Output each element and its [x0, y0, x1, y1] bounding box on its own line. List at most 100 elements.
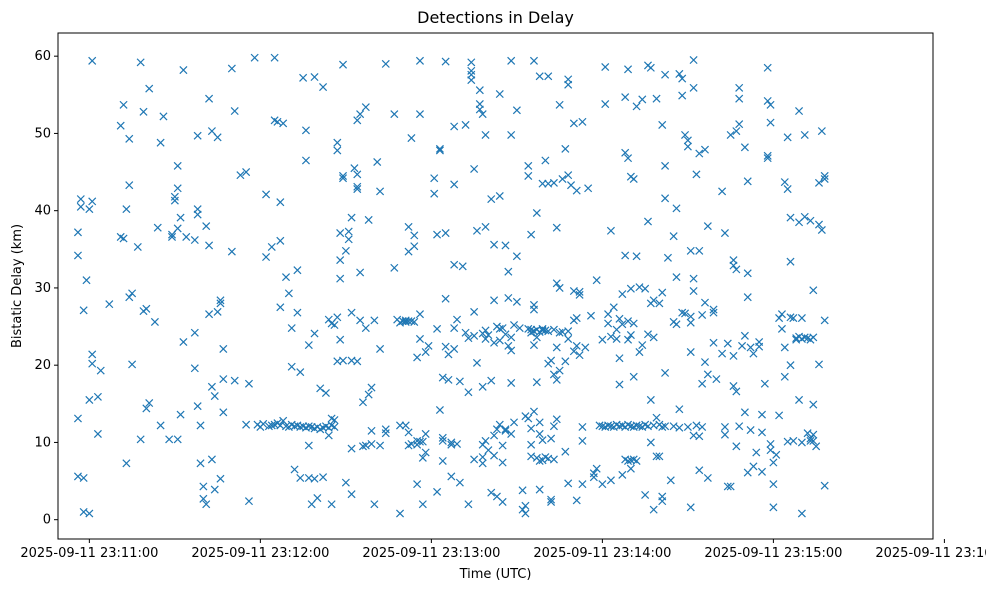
data-point: [415, 56, 424, 65]
data-point: [749, 349, 758, 358]
data-point: [472, 226, 481, 235]
data-point: [672, 204, 681, 213]
data-point: [507, 346, 516, 355]
data-point: [766, 100, 775, 109]
data-point: [740, 143, 749, 152]
data-point: [96, 366, 105, 375]
data-point: [501, 425, 510, 434]
data-point: [652, 452, 661, 461]
data-point: [757, 410, 767, 419]
data-point: [481, 334, 490, 343]
data-point: [79, 507, 88, 516]
data-point: [504, 293, 513, 302]
data-point: [193, 131, 202, 140]
data-point: [814, 178, 824, 187]
data-point: [624, 317, 633, 326]
data-point: [800, 130, 809, 139]
data-point: [205, 241, 214, 250]
data-point: [752, 448, 761, 457]
data-point: [512, 252, 521, 261]
data-point: [421, 348, 430, 357]
data-point: [304, 441, 313, 450]
data-point: [538, 436, 547, 445]
data-point: [777, 310, 786, 319]
data-point: [743, 177, 752, 186]
data-point: [552, 343, 561, 352]
data-point: [529, 305, 539, 314]
data-point: [555, 328, 564, 337]
data-point: [413, 353, 422, 362]
data-point: [649, 296, 658, 305]
data-point: [709, 305, 718, 314]
data-point: [723, 339, 732, 348]
data-point: [578, 422, 587, 432]
data-point: [490, 451, 499, 460]
data-point: [681, 130, 690, 139]
data-point: [760, 379, 769, 388]
data-point: [606, 226, 615, 235]
data-point: [524, 324, 533, 333]
data-point: [433, 324, 442, 333]
data-point: [435, 144, 444, 153]
data-point: [301, 126, 310, 135]
data-point: [207, 455, 216, 464]
data-point: [512, 297, 521, 306]
data-point: [227, 64, 236, 73]
data-point: [527, 230, 536, 239]
data-points: [73, 53, 829, 518]
data-point: [518, 486, 527, 495]
data-point: [735, 94, 744, 103]
data-point: [646, 395, 655, 404]
data-point: [438, 436, 447, 445]
data-point: [76, 195, 85, 204]
data-point: [527, 440, 536, 449]
data-point: [692, 421, 701, 430]
data-point: [683, 142, 692, 151]
data-point: [555, 366, 564, 375]
data-point: [780, 343, 789, 352]
data-point: [481, 222, 490, 231]
data-point: [532, 333, 541, 342]
data-point: [347, 490, 356, 499]
data-point: [618, 320, 627, 329]
data-point: [418, 500, 427, 509]
data-point: [467, 58, 476, 67]
data-point: [435, 146, 444, 155]
data-point: [347, 308, 356, 317]
data-point: [512, 106, 521, 115]
data-point: [276, 198, 285, 207]
data-point: [398, 317, 407, 326]
data-point: [438, 433, 447, 442]
data-point: [632, 456, 641, 465]
data-point: [216, 474, 225, 483]
data-point: [678, 308, 687, 317]
data-point: [689, 274, 698, 283]
data-point: [244, 379, 253, 388]
data-point: [624, 154, 633, 163]
data-point: [441, 229, 450, 238]
data-point: [552, 223, 561, 232]
data-point: [510, 418, 519, 427]
y-tick-label: 10: [34, 435, 51, 450]
data-point: [621, 148, 630, 157]
data-point: [809, 286, 818, 295]
data-point: [236, 171, 245, 180]
data-point: [763, 96, 772, 106]
data-point: [689, 56, 698, 65]
data-point: [735, 422, 744, 431]
data-point: [390, 263, 399, 272]
data-point: [643, 217, 653, 226]
data-point: [361, 324, 370, 333]
data-point: [73, 251, 82, 260]
data-point: [663, 253, 672, 262]
data-point: [552, 375, 561, 384]
data-point: [304, 341, 313, 350]
data-point: [504, 341, 513, 350]
data-point: [720, 229, 729, 238]
data-point: [498, 458, 507, 467]
data-point: [529, 407, 539, 416]
data-point: [686, 503, 695, 512]
data-point: [344, 235, 353, 244]
data-point: [606, 422, 615, 431]
data-point: [732, 127, 741, 136]
